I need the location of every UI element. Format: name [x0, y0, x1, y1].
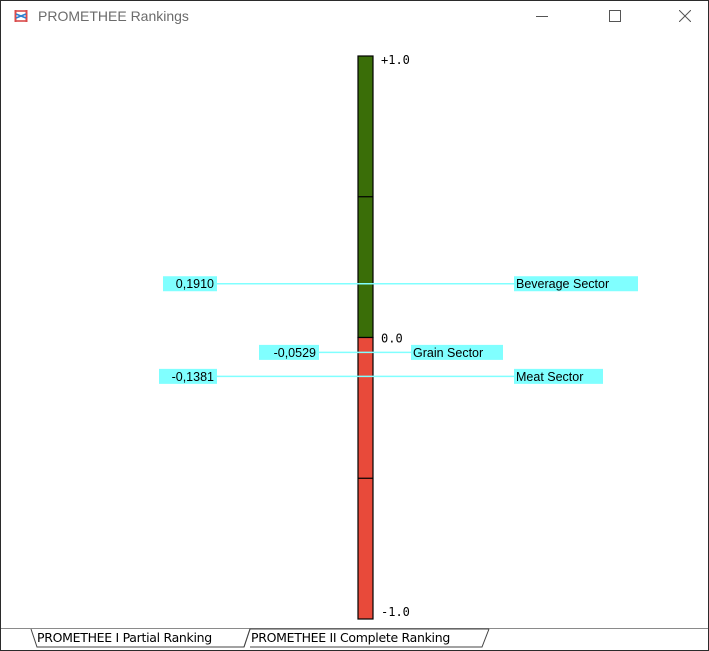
value-label: 0,1910 — [176, 277, 214, 291]
close-button[interactable] — [662, 1, 708, 31]
app-icon — [13, 8, 29, 24]
value-label-bg — [163, 276, 217, 292]
tab-complete-ranking[interactable]: PROMETHEE II Complete Ranking — [251, 630, 450, 645]
title-bar[interactable]: PROMETHEE Rankings — [1, 1, 708, 31]
action-label-bg — [411, 344, 503, 360]
scale-label-zero: 0.0 — [381, 332, 403, 346]
value-label-bg — [259, 344, 319, 360]
scale-label-bottom: -1.0 — [381, 605, 410, 619]
scale-label-top: +1.0 — [381, 53, 410, 67]
close-icon — [679, 10, 691, 22]
tab-partial-ranking[interactable]: PROMETHEE I Partial Ranking — [37, 630, 212, 645]
action-label: Grain Sector — [413, 346, 483, 360]
ranking-chart: +1.0 0.0 -1.0 0,1910 Beverage Sector -0,0529 G… — [159, 53, 638, 620]
action-label-bg — [514, 276, 638, 292]
maximize-icon — [609, 10, 621, 22]
action-label: Beverage Sector — [516, 277, 609, 291]
tab-strip — [1, 628, 708, 648]
value-label: -0,1381 — [172, 370, 214, 384]
minimize-button[interactable] — [519, 1, 565, 31]
maximize-button[interactable] — [592, 1, 638, 31]
value-label: -0,0529 — [274, 346, 316, 360]
action-label-bg — [514, 368, 603, 384]
action-label: Meat Sector — [516, 370, 583, 384]
window-title: PROMETHEE Rankings — [38, 8, 189, 24]
minimize-icon — [536, 16, 548, 17]
value-label-bg — [159, 368, 217, 384]
